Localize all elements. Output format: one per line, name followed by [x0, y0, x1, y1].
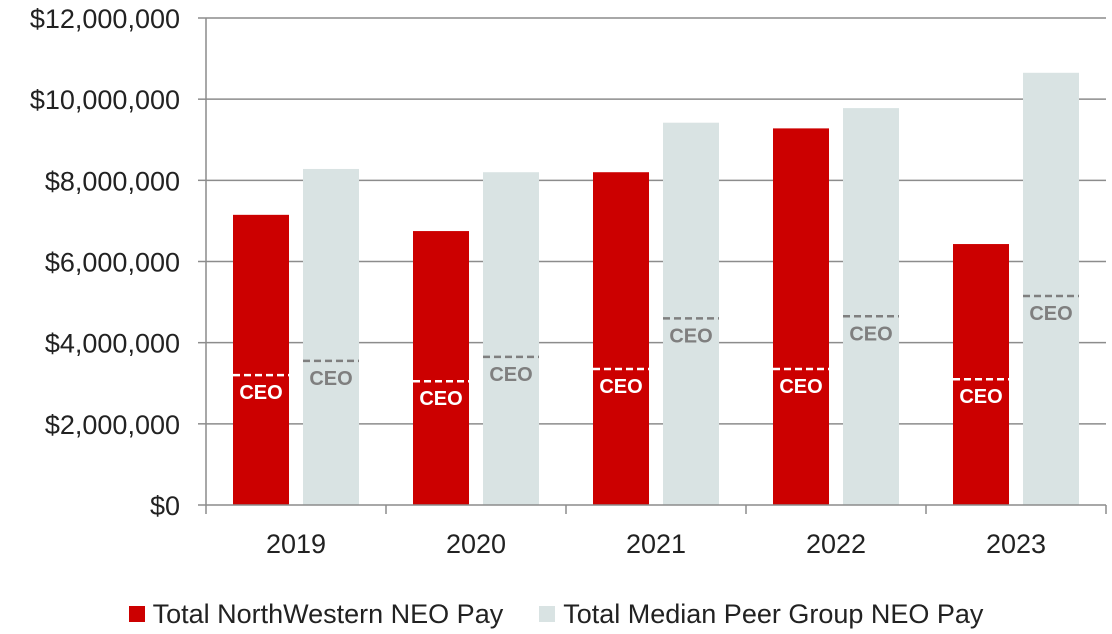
ceo-markers: CEO CEO CEO CEO CEO CEO CEO CEO CEO CEO	[233, 294, 1079, 410]
bar-peer-group	[843, 108, 899, 505]
y-axis: $0 $2,000,000 $4,000,000 $6,000,000 $8,000,0…	[30, 4, 207, 521]
x-tick-label: 2021	[626, 529, 686, 559]
ceo-label-peer-group: CEO	[669, 325, 712, 347]
ceo-label-peer-group: CEO	[489, 364, 532, 386]
x-tick-label: 2022	[806, 529, 866, 559]
y-tick-label: $2,000,000	[45, 410, 180, 440]
bars	[233, 72, 1079, 506]
y-tick-label: $0	[150, 491, 180, 521]
bar-peer-group	[663, 122, 719, 505]
y-tick-label: $12,000,000	[30, 4, 180, 34]
bar-northwestern	[233, 214, 289, 505]
bar-peer-group	[303, 168, 359, 505]
x-axis: 2019 2020 2021 2022 2023	[205, 504, 1107, 559]
bar-peer-group	[483, 172, 539, 505]
y-tick-label: $10,000,000	[30, 85, 180, 115]
ceo-label-peer-group: CEO	[309, 368, 352, 390]
y-tick-label: $8,000,000	[45, 166, 180, 196]
legend-swatch-northwestern	[128, 606, 145, 622]
x-tick-label: 2019	[266, 529, 326, 559]
legend-swatch-peer-group	[539, 606, 556, 622]
x-tick-label: 2023	[986, 529, 1046, 559]
legend-item-peer-group[interactable]: Total Median Peer Group NEO Pay	[539, 599, 983, 630]
legend-label-peer-group: Total Median Peer Group NEO Pay	[563, 598, 984, 629]
y-tick-label: $6,000,000	[45, 248, 180, 278]
ceo-label-northwestern: CEO	[239, 382, 282, 404]
ceo-label-northwestern: CEO	[779, 376, 822, 398]
legend-item-northwestern[interactable]: Total NorthWestern NEO Pay	[128, 598, 504, 630]
bar-northwestern	[953, 244, 1009, 505]
ceo-label-peer-group: CEO	[849, 323, 892, 345]
ceo-label-peer-group: CEO	[1029, 303, 1072, 325]
bar-peer-group	[1023, 72, 1079, 505]
legend-label-northwestern: Total NorthWestern NEO Pay	[152, 598, 504, 629]
x-tick-label: 2020	[446, 529, 506, 559]
bar-northwestern	[413, 231, 469, 505]
ceo-label-northwestern: CEO	[599, 376, 642, 398]
ceo-label-northwestern: CEO	[959, 386, 1002, 408]
y-tick-label: $4,000,000	[45, 329, 180, 359]
bar-chart: $0 $2,000,000 $4,000,000 $6,000,000 $8,000,0…	[30, 4, 1107, 559]
legend: Total NorthWestern NEO Pay Total Median …	[0, 594, 1112, 634]
bar-northwestern	[593, 172, 649, 505]
bar-northwestern	[773, 128, 829, 506]
ceo-label-northwestern: CEO	[419, 388, 462, 410]
